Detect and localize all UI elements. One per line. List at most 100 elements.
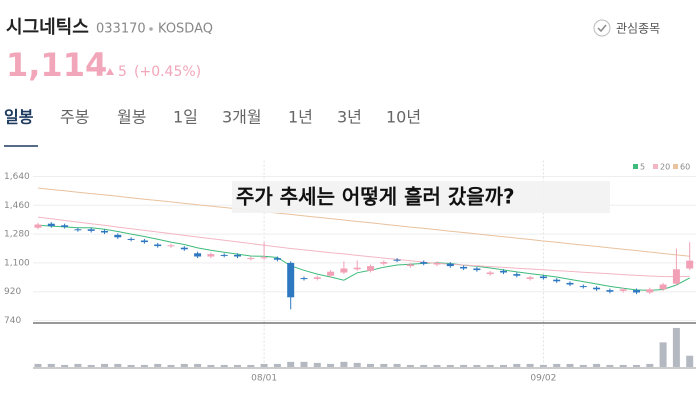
volume-bar: [619, 364, 627, 367]
candle-body: [340, 268, 348, 273]
volume-bar: [593, 363, 601, 367]
volume-bar: [61, 364, 69, 367]
volume-bar: [420, 364, 428, 367]
candle-body: [247, 258, 255, 260]
volume-bar: [327, 363, 335, 367]
candle-body: [154, 244, 162, 247]
volume-bar: [180, 363, 188, 367]
tab[interactable]: 1년: [288, 108, 313, 127]
candle-body: [539, 276, 547, 279]
change: 5: [118, 64, 127, 80]
candle-body: [446, 263, 454, 267]
volume-bar: [513, 363, 521, 367]
candle-body: [619, 289, 627, 291]
volume-bar: [606, 364, 614, 367]
tab[interactable]: 10년: [386, 108, 421, 127]
volume-bar: [74, 363, 82, 367]
plot: 1,640 1,460 1,280 1,100 920 740 08/01 09/02 5 20 6…: [4, 160, 696, 384]
candle-body: [220, 254, 228, 256]
volume-bar: [433, 364, 441, 367]
x-tick-label: 08/01: [251, 374, 277, 384]
tab[interactable]: 월봉: [117, 108, 146, 127]
volume-bar: [579, 364, 587, 367]
volume-bar: [539, 364, 547, 367]
tab[interactable]: 주봉: [60, 108, 89, 127]
candle-body: [460, 266, 468, 269]
candle-body: [300, 278, 308, 280]
volume-bar: [353, 362, 361, 367]
volume-bar: [393, 363, 401, 367]
change-pct: (+0.45%): [134, 64, 201, 80]
volume-bar: [566, 363, 574, 367]
candle-body: [127, 238, 135, 240]
candle-body: [526, 277, 534, 279]
candle-body: [579, 286, 587, 288]
annotation: 주가 추세는 어떻게 흘러 갔을까?: [236, 185, 515, 209]
candle-body: [207, 254, 215, 257]
volume-bar: [247, 364, 255, 367]
candle-body: [433, 262, 441, 265]
watch-button[interactable]: 관심종목: [593, 19, 660, 37]
volume-bar: [207, 364, 215, 367]
y-tick-label: 1,280: [4, 230, 30, 240]
y-tick-label: 920: [4, 287, 21, 297]
candle-body: [273, 258, 281, 260]
volume-bar: [367, 363, 374, 367]
candle-body: [686, 260, 694, 269]
volume-bar: [300, 361, 308, 367]
volume-bar: [154, 363, 162, 367]
stock-name: 시그네틱스: [6, 17, 89, 38]
tab[interactable]: 1일: [173, 108, 198, 127]
legend-label: 20: [660, 163, 670, 172]
volume-bar: [446, 364, 454, 367]
volume-bar: [553, 363, 561, 367]
y-tick-label: 1,640: [4, 172, 30, 182]
volume-bar: [526, 363, 534, 367]
candle-body: [566, 282, 574, 285]
volume-bar: [287, 361, 295, 367]
tab[interactable]: 3개월: [222, 108, 262, 127]
y-tick-label: 1,460: [4, 201, 30, 211]
volume-bar: [686, 355, 694, 367]
candle-body: [353, 267, 361, 270]
volume-bar: [473, 364, 481, 367]
volume-bar: [47, 363, 55, 367]
tab-bar: 일봉 주봉 월봉 1일 3개월 1년 3년 10년: [4, 108, 421, 127]
market: KOSDAQ: [158, 22, 213, 37]
volume-bar: [140, 364, 148, 367]
candle-body: [633, 290, 640, 293]
candle-body: [327, 271, 335, 276]
volume-bar: [194, 363, 202, 367]
volume-bar: [646, 363, 654, 367]
candle-body: [553, 279, 561, 282]
candle-body: [260, 257, 268, 259]
candle-body: [672, 269, 680, 284]
legend-swatch: [673, 164, 678, 169]
candle-body: [380, 262, 388, 264]
moving-average-line: [37, 216, 690, 278]
candle-body: [34, 224, 42, 228]
candle-body: [646, 289, 654, 293]
volume-bar: [486, 364, 494, 367]
candle-body: [74, 229, 82, 231]
candle-body: [606, 290, 614, 292]
candle-body: [114, 234, 122, 238]
volume-bar: [273, 363, 281, 367]
candle-body: [194, 253, 202, 257]
candle-body: [659, 284, 667, 290]
separator-dot: [149, 27, 153, 31]
candle-body: [486, 272, 494, 275]
candle-body: [406, 264, 414, 267]
volume-bar: [500, 364, 507, 367]
tab[interactable]: 일봉: [4, 108, 34, 127]
volume-bar: [87, 364, 95, 367]
moving-average-line: [37, 187, 690, 257]
annotation-box: [232, 181, 610, 213]
volume-bar: [167, 364, 175, 367]
tab[interactable]: 3년: [337, 108, 362, 127]
volume-bar: [659, 342, 667, 367]
volume-bar: [234, 364, 241, 367]
check: [597, 24, 607, 33]
candle-body: [420, 262, 428, 264]
